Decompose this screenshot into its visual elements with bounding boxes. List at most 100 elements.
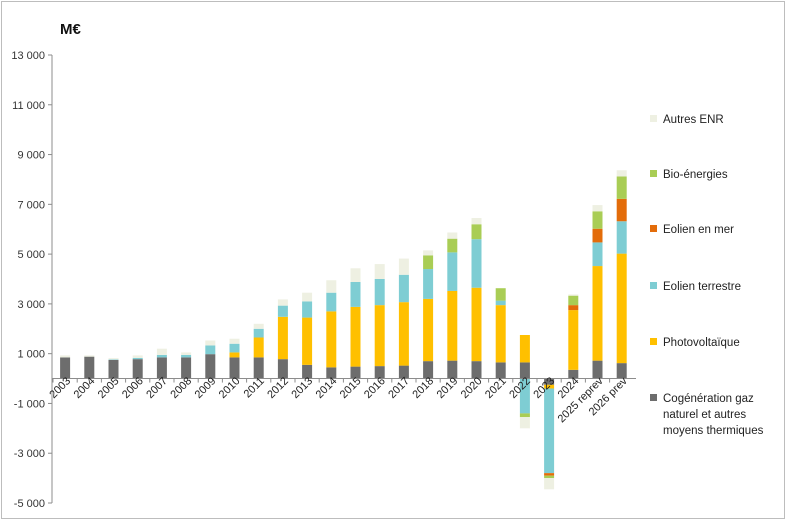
bar-2024-s4 [568,295,579,306]
legend-swatch [650,170,657,177]
legend-label: Eolien en mer [663,224,734,236]
bar-2023-s0 [544,378,555,385]
bar-2013-s5 [302,292,313,302]
bar-2019-s2 [447,252,458,291]
x-tick-label: 2004 [72,375,98,401]
x-tick-label: 2006 [120,375,146,401]
bar-2005-s0 [108,359,119,379]
x-tick-label: 2005 [96,375,122,401]
bar-2010-s2 [229,343,240,353]
bar-2012-s0 [277,359,288,379]
x-tick-label: 2013 [289,375,315,401]
legend-label: Photovoltaïque [663,337,740,349]
x-tick-label: 2012 [265,375,291,401]
bar-2016-s1 [374,305,385,367]
x-tick-label: 2015 [338,375,364,401]
bar-2020-s4 [471,224,482,240]
legend-label: Bio-énergies [663,169,728,181]
bar-2020-s0 [471,361,482,379]
bar-2010-s0 [229,357,240,379]
y-tick-label: 7 000 [17,199,45,211]
unit-label: M€ [60,21,81,38]
bar-2016-s0 [374,366,385,379]
bar-2009-s0 [205,354,216,379]
bar-2012-s1 [277,316,288,360]
y-tick-label: 5 000 [17,249,45,261]
bar-2016-s5 [374,264,385,279]
legend-label: naturel et autres [663,409,746,421]
bar-2017-s2 [398,274,409,303]
bar-2011-s2 [253,328,264,338]
bar-2018-s2 [423,269,434,299]
bar-2023-s5 [544,478,555,490]
bar-2019-s5 [447,232,458,239]
bar-2021-s0 [495,362,506,379]
bar-2015-s2 [350,281,361,307]
bar-2021-s1 [495,305,506,363]
bar-2021-s2 [495,300,506,306]
y-tick-label: 1 000 [17,349,45,361]
bar-2011-s1 [253,337,264,358]
bar-2009-s2 [205,345,216,355]
bar-2003-s5 [60,355,71,358]
bar-2007-s5 [156,348,167,355]
legend-label: moyens thermiques [663,425,764,437]
bar-2008-s2 [181,354,192,358]
bar-2019-s0 [447,360,458,379]
bar-2014-s1 [326,311,337,368]
bar-2008-s0 [181,357,192,379]
legend-label: Eolien terrestre [663,281,741,293]
y-tick-label: -3 000 [14,448,45,460]
bar-2007-s0 [156,357,167,379]
legend-swatch [650,225,657,232]
bar-2006-s5 [132,355,143,358]
bar-2026-prev-s0 [616,363,627,379]
bar-2020-s2 [471,239,482,288]
bar-2014-s2 [326,292,337,312]
bar-2025-reprev-s1 [592,266,603,361]
bar-2014-s0 [326,367,337,379]
x-tick-label: 2003 [47,375,73,401]
bar-2026-prev-s3 [616,198,627,222]
bar-2023-s4 [544,475,555,479]
x-tick-label: 2008 [168,375,194,401]
x-tick-label: 2016 [362,375,388,401]
x-tick-label: 2014 [314,375,340,401]
bar-2008-s5 [181,352,192,355]
x-tick-label: 2007 [144,375,170,401]
bar-2015-s0 [350,366,361,379]
bar-2013-s0 [302,364,313,379]
legend-swatch [650,282,657,289]
bar-2022-s2 [519,378,530,414]
bar-2018-s1 [423,298,434,362]
bar-2017-s0 [398,365,409,379]
bar-2018-s4 [423,255,434,270]
bars-group [60,170,627,490]
bar-2022-s1 [519,335,530,363]
bar-2011-s5 [253,323,264,329]
bar-2013-s2 [302,301,313,318]
bar-2024-s1 [568,310,579,370]
bar-2009-s5 [205,340,216,346]
bar-2007-s2 [156,354,167,358]
x-tick-label: 2018 [410,375,436,401]
bar-2025-reprev-s2 [592,242,603,267]
bar-2019-s1 [447,290,458,361]
bar-2022-s5 [519,417,530,429]
bar-2016-s2 [374,279,385,306]
legend-label: Cogénération gaz [663,393,754,405]
x-tick-label: 2021 [483,375,509,401]
bar-2026-prev-s4 [616,176,627,199]
bar-2026-prev-s1 [616,253,627,364]
bar-2010-s1 [229,352,240,358]
bar-2011-s0 [253,357,264,379]
bar-2025-reprev-s4 [592,211,603,229]
x-tick-label: 2010 [217,375,243,401]
bar-2024-s5 [568,294,579,296]
y-tick-label: 11 000 [12,100,45,112]
bar-2010-s5 [229,338,240,344]
bar-2023-s1 [544,384,555,389]
bar-2005-s5 [108,358,119,360]
